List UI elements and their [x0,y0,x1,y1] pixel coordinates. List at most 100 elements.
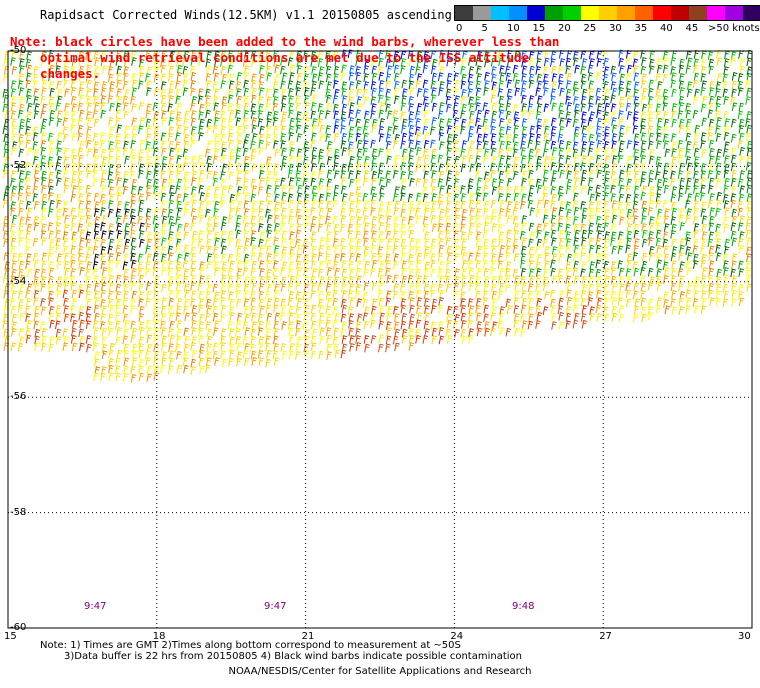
wind-barb [33,110,40,120]
wind-barb [506,177,513,187]
wind-barb [41,252,48,261]
wind-barb [723,169,730,179]
wind-barb [11,313,18,323]
wind-barb [521,237,528,246]
wind-barb [265,342,271,352]
wind-barb [250,297,257,307]
wind-barb [48,246,55,255]
wind-barb [707,238,714,248]
wind-barb [168,178,174,188]
wind-barb [108,238,115,248]
footnote-line-2: 3)Data buffer is 22 hrs from 20150805 4)… [64,651,522,662]
wind-barb [311,267,318,277]
wind-barb [101,230,107,239]
wind-barb [484,58,490,68]
wind-barb [176,178,183,188]
wind-barb [108,200,114,209]
wind-barb [205,200,212,210]
wind-barb [694,192,701,202]
wind-barb [168,312,175,321]
wind-barb [604,102,611,112]
wind-barb [633,148,639,158]
wind-barb [738,124,745,134]
wind-barb [550,267,557,277]
wind-barb [640,95,647,104]
wind-barb [566,253,573,263]
wind-barb [662,126,669,135]
wind-barb [318,304,325,314]
wind-barb [325,110,331,119]
wind-barb [71,327,77,337]
wind-barb [542,148,549,157]
wind-barb [461,268,468,277]
wind-barb [454,214,461,224]
wind-barb [641,215,647,224]
wind-barb [514,290,520,299]
wind-barb [438,244,445,254]
wind-barb [377,289,384,299]
wind-barb [543,169,549,179]
wind-barb [281,350,288,360]
wind-barb [671,140,678,150]
wind-barb [565,320,571,330]
wind-barb [731,253,738,262]
wind-barb [138,274,145,284]
wind-barb [730,147,737,156]
wind-barb [716,177,722,187]
wind-barb [169,334,176,344]
wind-barb [257,349,264,359]
wind-barb [370,80,377,90]
wind-barb [288,260,295,270]
wind-barb [94,312,100,322]
wind-barb [558,80,564,89]
wind-barb [302,111,309,120]
wind-barb [520,275,526,285]
wind-barb [656,186,663,195]
longitude-tick-label: 21 [301,631,315,642]
wind-barb [580,80,587,90]
wind-barb [701,238,708,248]
wind-barb [401,328,408,338]
wind-barb [738,87,744,96]
wind-barb [528,313,534,322]
wind-barb [272,170,279,180]
wind-barb [626,139,633,149]
wind-barb [581,319,588,329]
wind-barb [536,253,543,263]
wind-barb [70,305,76,314]
wind-barb [333,260,339,270]
wind-barb [199,169,205,179]
wind-barb [100,252,107,262]
wind-barb [497,275,504,285]
wind-barb [415,238,421,248]
wind-barb [422,64,429,74]
wind-barb [513,229,520,239]
wind-barb [514,275,520,284]
wind-barb [100,246,107,255]
wind-barb [304,116,310,126]
wind-barb [25,192,32,201]
wind-barb [574,126,580,136]
wind-barb [332,94,339,104]
wind-barb [242,321,249,330]
wind-barb [619,283,625,292]
wind-barb [199,245,205,254]
wind-barb [214,57,220,67]
wind-barb [700,132,707,141]
wind-barb [671,207,678,217]
wind-barb [212,177,219,187]
wind-barb [130,170,136,180]
wind-barb [483,238,489,248]
legend-swatch [653,6,671,20]
wind-barb [475,208,482,217]
wind-barb [715,231,721,240]
wind-barb [454,155,461,165]
wind-barb [41,342,47,352]
wind-barb [693,170,699,180]
wind-barb [281,191,288,201]
wind-barb [701,267,708,276]
wind-barb [363,251,369,261]
wind-barb [701,117,708,127]
wind-barb [288,208,295,218]
wind-barb [100,276,107,285]
